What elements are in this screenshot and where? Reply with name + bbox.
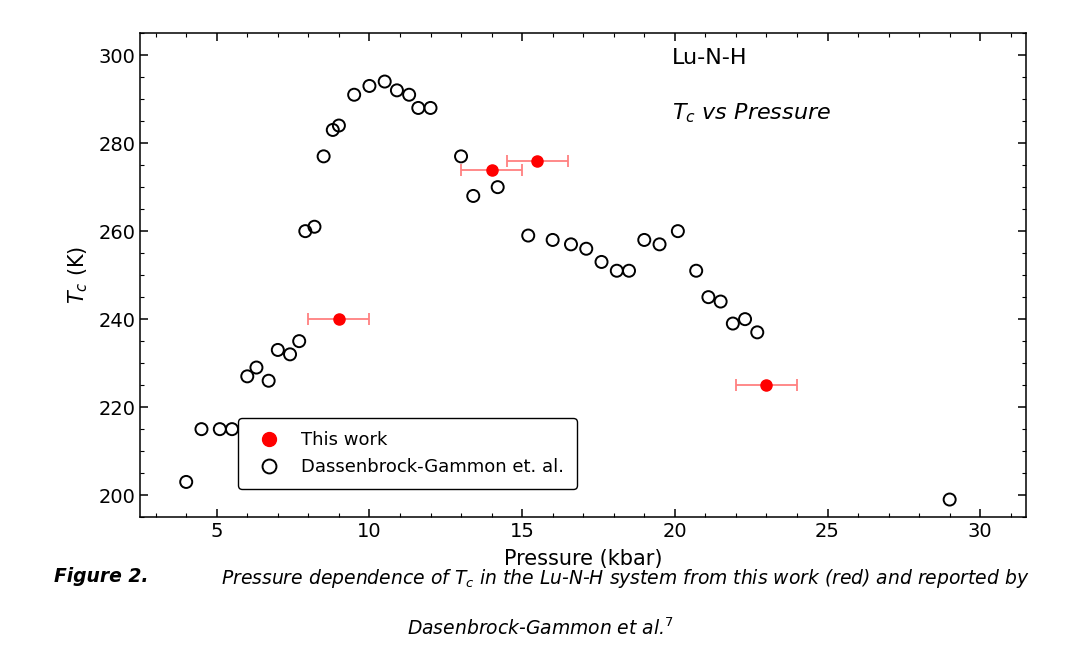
- Dassenbrock-Gammon et. al.: [193, 424, 211, 434]
- Dassenbrock-Gammon et. al.: [315, 151, 333, 162]
- Dassenbrock-Gammon et. al.: [620, 265, 637, 276]
- Dassenbrock-Gammon et. al.: [608, 265, 625, 276]
- Dassenbrock-Gammon et. al.: [269, 345, 286, 355]
- Dassenbrock-Gammon et. al.: [389, 85, 406, 95]
- Dassenbrock-Gammon et. al.: [670, 226, 687, 237]
- Dassenbrock-Gammon et. al.: [224, 424, 241, 434]
- Dassenbrock-Gammon et. al.: [282, 349, 299, 359]
- Dassenbrock-Gammon et. al.: [239, 371, 256, 382]
- Dassenbrock-Gammon et. al.: [737, 314, 754, 324]
- Dassenbrock-Gammon et. al.: [247, 362, 265, 373]
- Dassenbrock-Gammon et. al.: [489, 182, 507, 192]
- Dassenbrock-Gammon et. al.: [297, 226, 314, 237]
- Dassenbrock-Gammon et. al.: [941, 494, 958, 505]
- Legend: This work, Dassenbrock-Gammon et. al.: This work, Dassenbrock-Gammon et. al.: [238, 418, 577, 489]
- Dassenbrock-Gammon et. al.: [409, 103, 427, 113]
- Dassenbrock-Gammon et. al.: [177, 477, 194, 487]
- Dassenbrock-Gammon et. al.: [330, 120, 348, 131]
- Dassenbrock-Gammon et. al.: [464, 191, 482, 202]
- Dassenbrock-Gammon et. al.: [712, 296, 729, 307]
- Dassenbrock-Gammon et. al.: [346, 90, 363, 100]
- Dassenbrock-Gammon et. al.: [401, 90, 418, 100]
- Dassenbrock-Gammon et. al.: [636, 235, 653, 245]
- Dassenbrock-Gammon et. al.: [361, 81, 378, 91]
- Dassenbrock-Gammon et. al.: [260, 375, 278, 386]
- Dassenbrock-Gammon et. al.: [291, 336, 308, 347]
- Dassenbrock-Gammon et. al.: [651, 239, 669, 250]
- Text: Lu-N-H: Lu-N-H: [672, 48, 747, 68]
- Dassenbrock-Gammon et. al.: [376, 76, 393, 87]
- Dassenbrock-Gammon et. al.: [593, 257, 610, 267]
- Dassenbrock-Gammon et. al.: [725, 318, 742, 329]
- Text: Figure 2.: Figure 2.: [54, 567, 149, 586]
- Dassenbrock-Gammon et. al.: [453, 151, 470, 162]
- Dassenbrock-Gammon et. al.: [544, 235, 562, 245]
- Y-axis label: $T_c$ (K): $T_c$ (K): [67, 246, 91, 304]
- Text: Pressure dependence of $T_c$ in the Lu-N-H system from this work (red) and repor: Pressure dependence of $T_c$ in the Lu-N…: [221, 567, 1030, 590]
- Dassenbrock-Gammon et. al.: [324, 125, 341, 135]
- Dassenbrock-Gammon et. al.: [578, 243, 595, 254]
- Text: $T_c$ vs Pressure: $T_c$ vs Pressure: [672, 101, 831, 125]
- Dassenbrock-Gammon et. al.: [306, 221, 323, 232]
- Dassenbrock-Gammon et. al.: [748, 327, 766, 337]
- Dassenbrock-Gammon et. al.: [563, 239, 580, 250]
- Text: Dasenbrock-Gammon et al.$^7$: Dasenbrock-Gammon et al.$^7$: [406, 618, 674, 639]
- X-axis label: Pressure (kbar): Pressure (kbar): [504, 550, 662, 570]
- Dassenbrock-Gammon et. al.: [212, 424, 229, 434]
- Dassenbrock-Gammon et. al.: [519, 230, 537, 241]
- Dassenbrock-Gammon et. al.: [700, 292, 717, 302]
- Dassenbrock-Gammon et. al.: [422, 103, 440, 113]
- Dassenbrock-Gammon et. al.: [688, 265, 705, 276]
